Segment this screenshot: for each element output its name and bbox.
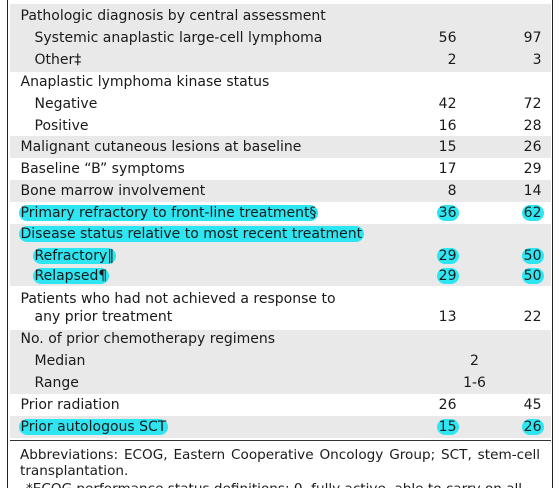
row-label: any prior treatment [34, 309, 173, 325]
partial-footnote: *ECOG performance status definitions: 0,… [26, 481, 540, 488]
row-label: Malignant cutaneous lesions at baseline [20, 139, 302, 155]
row-label: Range [34, 375, 79, 391]
percent-cell: 3 [532, 52, 542, 68]
table-row: Malignant cutaneous lesions at baseline … [9, 136, 551, 158]
table-row: Bone marrow involvement 8 14 [9, 180, 551, 202]
count-cell: 29 [436, 248, 459, 264]
table-row: Primary refractory to front-line treatme… [10, 202, 551, 224]
table-bottom-rule [9, 440, 551, 441]
count-cell: 29 [436, 268, 459, 284]
count-cell: 15 [436, 419, 459, 435]
row-label: Bone marrow involvement [20, 183, 206, 199]
row-label: Refractory‖ [32, 248, 117, 264]
value-cell: 1-6 [463, 375, 486, 391]
count-cell: 56 [438, 30, 457, 46]
value-cell: 2 [470, 353, 479, 369]
abbreviations-footnote: Abbreviations: ECOG, Eastern Cooperative… [20, 447, 540, 479]
percent-cell: 26 [521, 419, 544, 435]
count-cell: 26 [438, 397, 457, 413]
table-row: Patients who had not achieved a response… [10, 286, 551, 330]
count-cell: 2 [447, 52, 457, 68]
count-cell: 16 [438, 118, 457, 134]
table-row: Baseline “B” symptoms 17 29 [10, 158, 551, 180]
percent-cell: 29 [523, 161, 542, 177]
count-cell: 36 [436, 205, 459, 221]
count-cell: 13 [438, 309, 457, 325]
count-cell: 15 [438, 139, 457, 155]
percent-cell: 22 [523, 309, 542, 325]
row-label: Disease status relative to most recent t… [18, 226, 365, 242]
percent-cell: 45 [523, 397, 542, 413]
percent-cell: 97 [523, 30, 542, 46]
row-label: Primary refractory to front-line treatme… [18, 205, 319, 221]
row-label: Patients who had not achieved a response… [20, 291, 336, 307]
table-row: Prior autologous SCT 15 26 [9, 416, 551, 438]
percent-cell: 28 [523, 118, 542, 134]
row-label: Positive [34, 118, 89, 134]
table-row: Prior radiation 26 45 [10, 394, 551, 416]
percent-cell: 72 [523, 96, 542, 112]
row-label: Median [34, 353, 86, 369]
row-label: Relapsed¶ [32, 268, 110, 284]
percent-cell: 50 [521, 268, 544, 284]
percent-cell: 62 [521, 205, 544, 221]
percent-cell: 14 [523, 183, 542, 199]
count-cell: 17 [438, 161, 457, 177]
percent-cell: 26 [523, 139, 542, 155]
count-cell: 42 [438, 96, 457, 112]
table-frame: Pathologic diagnosis by central assessme… [7, 0, 553, 488]
row-label: Prior autologous SCT [18, 419, 169, 435]
row-label: No. of prior chemotherapy regimens [20, 331, 276, 347]
row-label: Anaplastic lymphoma kinase status [20, 74, 270, 90]
row-label: Other‡ [34, 52, 82, 68]
percent-cell: 50 [521, 248, 544, 264]
table-row: Disease status relative to most recent t… [9, 224, 551, 286]
table-row: Pathologic diagnosis by central assessme… [9, 4, 551, 72]
table-row: Anaplastic lymphoma kinase status Negati… [10, 72, 551, 136]
table-row: No. of prior chemotherapy regimens Media… [9, 330, 551, 394]
row-label: Systemic anaplastic large-cell lymphoma [34, 30, 323, 46]
row-label: Pathologic diagnosis by central assessme… [20, 8, 326, 24]
row-label: Baseline “B” symptoms [20, 161, 185, 177]
row-label: Negative [34, 96, 98, 112]
row-label: Prior radiation [20, 397, 120, 413]
count-cell: 8 [447, 183, 457, 199]
